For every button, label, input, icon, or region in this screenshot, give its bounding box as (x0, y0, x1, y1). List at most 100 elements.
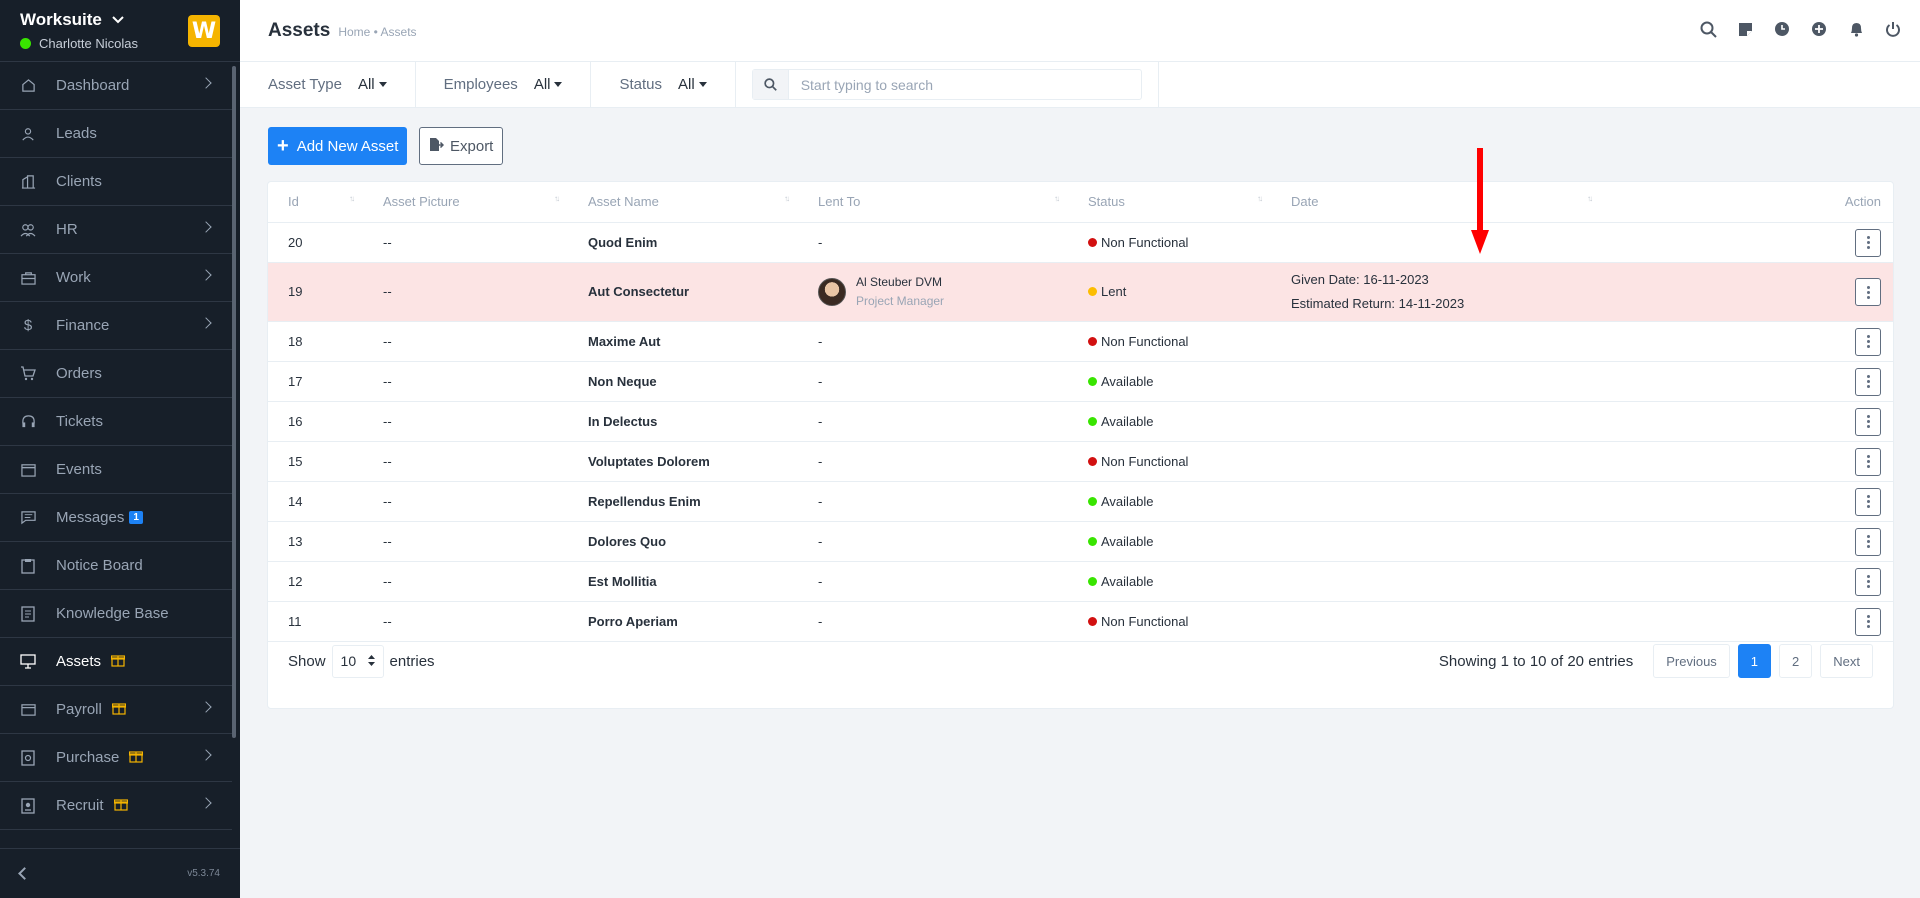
sidebar-item-assets[interactable]: Assets (0, 638, 232, 686)
avatar[interactable] (818, 277, 846, 306)
calendar-icon (20, 462, 36, 478)
page-size-select[interactable]: 10 (331, 644, 384, 678)
cell-asset-name[interactable]: Dolores Quo (568, 521, 798, 562)
cell-status: Non Functional (1068, 222, 1271, 263)
cell-picture: -- (363, 262, 568, 322)
given-date: Given Date: 16-11-2023 (1291, 271, 1429, 287)
sidebar-item-label: Recruit (56, 797, 104, 814)
page-button-1[interactable]: 1 (1737, 644, 1772, 678)
column-header-asset-name[interactable]: Asset Name ↑↓ (568, 182, 798, 223)
sidebar-item-finance[interactable]: $ Finance (0, 302, 232, 350)
row-actions-button[interactable] (1855, 527, 1881, 556)
column-header-date[interactable]: Date ↑↓ (1271, 182, 1601, 223)
sort-icon: ↑↓ (1257, 194, 1263, 203)
cell-asset-name[interactable]: Non Neque (568, 361, 798, 402)
cell-date (1271, 481, 1601, 522)
filter-bar: Asset Type All Employees All Status All (240, 61, 1920, 108)
caret-down-icon (698, 82, 707, 87)
sort-icon: ↑↓ (1587, 194, 1593, 203)
sidebar-item-events[interactable]: Events (0, 446, 232, 494)
cell-asset-name[interactable]: Aut Consectetur (568, 262, 798, 322)
sidebar-item-label: Events (56, 461, 102, 478)
sidebar-item-hr[interactable]: HR (0, 206, 232, 254)
breadcrumb[interactable]: Home • Assets (338, 24, 417, 39)
entries-label: entries (389, 652, 435, 670)
sidebar-item-messages[interactable]: Messages 1 (0, 494, 232, 542)
cell-asset-name[interactable]: Porro Aperiam (568, 601, 798, 642)
sidebar-item-payroll[interactable]: Payroll (0, 686, 232, 734)
sticky-note-icon[interactable] (1736, 20, 1754, 38)
sidebar-item-label: Knowledge Base (56, 605, 169, 622)
home-icon (20, 78, 36, 94)
previous-page-button[interactable]: Previous (1653, 644, 1730, 678)
collapse-sidebar-icon[interactable] (18, 867, 31, 880)
search-icon[interactable] (1699, 20, 1717, 38)
building-icon (20, 174, 36, 190)
sidebar-item-clients[interactable]: Clients (0, 158, 232, 206)
cell-date: Given Date: 16-11-2023 Estimated Return:… (1271, 262, 1601, 322)
sidebar-item-work[interactable]: Work (0, 254, 232, 302)
company-switcher[interactable]: Worksuite (20, 10, 220, 30)
export-button[interactable]: Export (419, 127, 504, 165)
cell-id: 11 (268, 601, 363, 642)
row-actions-button[interactable] (1855, 327, 1881, 356)
sidebar-item-notice-board[interactable]: Notice Board (0, 542, 232, 590)
receipt-icon (20, 749, 36, 766)
status-dot-icon (1088, 496, 1097, 506)
asset-type-dropdown[interactable]: All (358, 76, 387, 93)
cell-id: 17 (268, 361, 363, 402)
clock-icon[interactable] (1773, 20, 1791, 38)
add-new-asset-button[interactable]: + Add New Asset (268, 127, 408, 165)
headset-icon (20, 414, 36, 430)
sidebar: Worksuite Charlotte Nicolas W Dashboard … (0, 0, 240, 898)
cell-date (1271, 441, 1601, 482)
add-circle-icon[interactable] (1810, 20, 1828, 38)
current-user[interactable]: Charlotte Nicolas (20, 36, 220, 51)
cell-asset-name[interactable]: Est Mollitia (568, 561, 798, 602)
employees-dropdown[interactable]: All (534, 76, 563, 93)
row-actions-button[interactable] (1855, 487, 1881, 516)
cell-lent-to: - (798, 401, 1068, 442)
next-page-button[interactable]: Next (1820, 644, 1873, 678)
sidebar-item-tickets[interactable]: Tickets (0, 398, 232, 446)
cell-asset-name[interactable]: Quod Enim (568, 222, 798, 263)
dropdown-value: All (533, 76, 551, 93)
sidebar-item-label: Work (56, 269, 91, 286)
sidebar-item-dashboard[interactable]: Dashboard (0, 62, 232, 110)
gift-icon (110, 653, 126, 670)
column-header-id[interactable]: Id ↑↓ (268, 182, 363, 223)
column-header-status[interactable]: Status ↑↓ (1068, 182, 1271, 223)
book-icon (20, 605, 36, 622)
search-input[interactable] (788, 76, 1129, 93)
sidebar-item-purchase[interactable]: Purchase (0, 734, 232, 782)
cell-asset-name[interactable]: Maxime Aut (568, 321, 798, 362)
cell-asset-name[interactable]: Voluptates Dolorem (568, 441, 798, 482)
row-actions-button[interactable] (1855, 367, 1881, 396)
sidebar-header: Worksuite Charlotte Nicolas W (0, 0, 240, 62)
sidebar-item-leads[interactable]: Leads (0, 110, 232, 158)
employee-name[interactable]: Al Steuber DVM (856, 275, 943, 289)
sidebar-item-label: Messages (56, 509, 125, 526)
app-logo[interactable]: W (188, 15, 220, 47)
row-actions-button[interactable] (1855, 447, 1881, 476)
cell-status: Lent (1068, 262, 1271, 322)
bell-icon[interactable] (1847, 20, 1865, 38)
sidebar-item-recruit[interactable]: Recruit (0, 782, 232, 830)
power-icon[interactable] (1884, 20, 1902, 38)
status-dropdown[interactable]: All (678, 76, 707, 93)
row-actions-button[interactable] (1855, 607, 1881, 636)
page-button-2[interactable]: 2 (1779, 644, 1813, 678)
sidebar-item-knowledge-base[interactable]: Knowledge Base (0, 590, 232, 638)
sidebar-item-orders[interactable]: Orders (0, 350, 232, 398)
row-actions-button[interactable] (1855, 228, 1881, 257)
column-header-asset-picture[interactable]: Asset Picture ↑↓ (363, 182, 568, 223)
row-actions-button[interactable] (1855, 567, 1881, 596)
cell-asset-name[interactable]: In Delectus (568, 401, 798, 442)
cell-action (1601, 601, 1893, 642)
sidebar-scrollbar[interactable] (232, 66, 236, 738)
cell-asset-name[interactable]: Repellendus Enim (568, 481, 798, 522)
column-header-lent-to[interactable]: Lent To ↑↓ (798, 182, 1068, 223)
row-actions-button[interactable] (1855, 278, 1881, 307)
sidebar-item-label: Tickets (56, 413, 103, 430)
row-actions-button[interactable] (1855, 407, 1881, 436)
